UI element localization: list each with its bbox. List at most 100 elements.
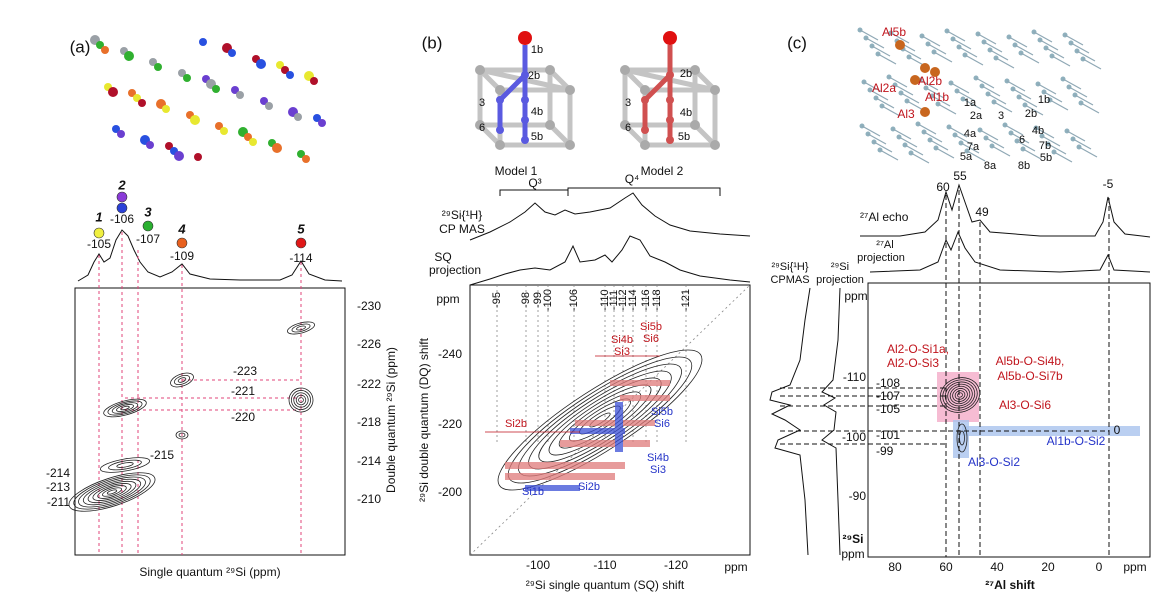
atom xyxy=(101,46,109,54)
bond xyxy=(871,45,891,57)
bond xyxy=(989,49,1009,61)
models--atoms: 3 xyxy=(625,97,631,109)
bond xyxy=(950,82,970,94)
bond xyxy=(958,46,978,58)
contour xyxy=(290,389,311,410)
x_title: ²⁹Si single quantum (SQ) shift xyxy=(526,578,685,592)
bond xyxy=(985,137,1005,149)
structures xyxy=(90,27,1102,249)
bond xyxy=(921,35,941,47)
models--name: Model 2 xyxy=(641,164,684,178)
bond xyxy=(873,141,893,153)
contour xyxy=(102,487,122,497)
proj_label: projection xyxy=(857,252,905,264)
models--atoms: 6 xyxy=(625,122,631,134)
contour xyxy=(116,404,134,412)
top_ticks: -100 xyxy=(542,289,554,311)
atom xyxy=(895,40,905,50)
bond xyxy=(1035,127,1055,139)
blue_labels: Si2b xyxy=(578,481,600,493)
y_ticks: -222 xyxy=(357,377,381,391)
bond xyxy=(987,93,1007,105)
highlight xyxy=(962,426,1140,436)
si_sites: 3 xyxy=(998,110,1004,122)
al_peaks: -5 xyxy=(1103,177,1114,191)
x_title: ²⁷Al shift xyxy=(985,578,1035,592)
plot-frame xyxy=(867,282,1151,558)
y_ticks: -90 xyxy=(849,489,867,503)
spectrum xyxy=(469,192,751,241)
x_title: Single quantum ²⁹Si (ppm) xyxy=(139,565,280,579)
bracket xyxy=(499,187,721,196)
bond xyxy=(975,77,995,89)
decoration xyxy=(68,27,1151,558)
si_sites: 1b xyxy=(1038,94,1050,106)
bond xyxy=(642,45,673,140)
si_sites: 8b xyxy=(1018,160,1030,172)
bond xyxy=(867,133,887,145)
atom xyxy=(690,65,700,75)
si_shifts: -105 xyxy=(876,402,900,416)
bond xyxy=(1051,55,1071,67)
y_nucleus: ²⁹Si xyxy=(842,532,863,546)
bond xyxy=(1024,104,1044,116)
atom xyxy=(256,59,266,69)
bond xyxy=(1080,102,1100,114)
atom xyxy=(663,31,677,45)
contour xyxy=(78,476,146,508)
blue_labels: Si5b xyxy=(651,406,673,418)
bond xyxy=(1047,143,1067,155)
contour xyxy=(103,398,147,418)
x_ticks: 60 xyxy=(939,560,953,574)
sq_label: projection xyxy=(429,263,481,277)
label: (b) xyxy=(422,33,443,52)
bond xyxy=(991,145,1011,157)
bond xyxy=(927,43,947,55)
contour xyxy=(293,392,309,408)
bond xyxy=(937,103,957,115)
marker xyxy=(295,237,307,249)
dq_labels: -220 xyxy=(231,410,255,424)
bond xyxy=(1033,31,1053,43)
atom xyxy=(666,96,674,104)
atom xyxy=(495,85,505,95)
spectrum xyxy=(869,230,1151,273)
peaks--number: 2 xyxy=(117,177,126,192)
spectrum xyxy=(769,287,811,556)
y_ticks: -230 xyxy=(357,299,381,313)
atom xyxy=(710,140,720,150)
bond xyxy=(995,57,1015,69)
top_ticks: -118 xyxy=(651,289,663,310)
atom xyxy=(545,120,555,130)
si_sites: 4b xyxy=(1032,125,1044,137)
bond xyxy=(1078,146,1098,158)
al_sites: Al2b xyxy=(918,74,942,88)
contour xyxy=(178,432,186,438)
bond xyxy=(1006,80,1026,92)
atom xyxy=(521,96,529,104)
blue_labels: Si6 xyxy=(654,418,670,430)
atom xyxy=(183,74,191,82)
bond xyxy=(1076,50,1096,62)
atom xyxy=(199,38,207,46)
si_shifts: -101 xyxy=(876,428,900,442)
labels: (a) 1 -105 2 -106 3 -107 4 -109 5 -114 -223 -221 -220… xyxy=(46,25,1147,592)
si_sites: 5a xyxy=(960,151,973,163)
top_ticks: -99 xyxy=(532,292,544,308)
bond xyxy=(877,53,897,65)
contour xyxy=(287,321,315,335)
peaks--number: 3 xyxy=(144,204,152,219)
bond xyxy=(1062,78,1082,90)
atom xyxy=(297,150,305,158)
atom xyxy=(133,94,141,102)
dq_labels: -221 xyxy=(231,384,255,398)
dq_labels: -211 xyxy=(47,495,70,509)
contour xyxy=(173,374,191,386)
bond xyxy=(861,125,881,137)
x_ticks: 0 xyxy=(1096,560,1103,574)
peaks--shift: -114 xyxy=(289,251,312,265)
models--atoms: 1b xyxy=(531,44,543,56)
bond xyxy=(902,48,922,60)
guides xyxy=(780,190,1110,557)
contour xyxy=(952,388,968,402)
